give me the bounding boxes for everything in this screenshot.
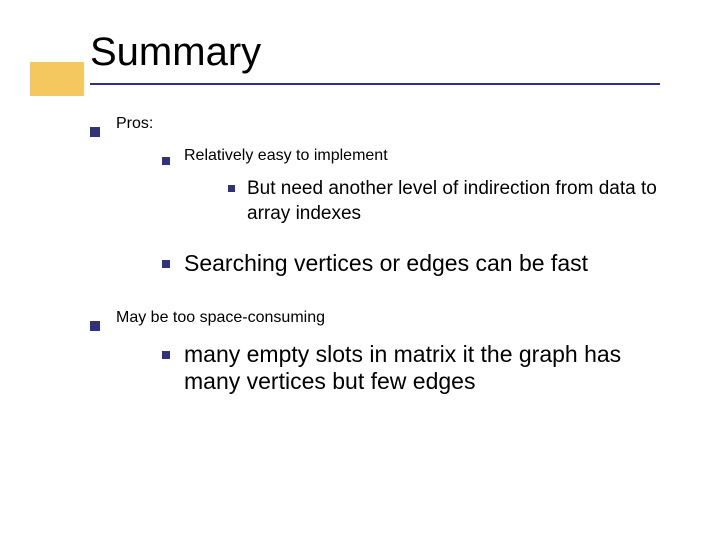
item-text: Pros: — [116, 115, 153, 132]
bullet-list-lvl1: Pros: Relatively easy to implement But n… — [90, 115, 660, 409]
item-text: May be too space-consuming — [116, 309, 325, 326]
square-bullet-icon — [228, 185, 235, 192]
accent-box — [30, 62, 84, 96]
list-item: May be too space-consuming many empty sl… — [90, 309, 660, 409]
list-item: many empty slots in matrix it the graph … — [162, 341, 660, 395]
item-text: many empty slots in matrix it the graph … — [184, 341, 660, 395]
bullet-list-lvl3: But need another level of indirection fr… — [228, 177, 660, 226]
square-bullet-icon — [90, 127, 100, 137]
content: Pros: Relatively easy to implement But n… — [90, 115, 660, 409]
square-bullet-icon — [90, 321, 100, 331]
list-item: But need another level of indirection fr… — [228, 177, 660, 226]
item-text: Searching vertices or edges can be fast — [184, 250, 588, 277]
title-underline — [90, 83, 660, 85]
square-bullet-icon — [162, 157, 170, 165]
list-item: Searching vertices or edges can be fast — [162, 250, 660, 277]
square-bullet-icon — [162, 260, 170, 268]
square-bullet-icon — [162, 351, 170, 359]
bullet-list-lvl2: many empty slots in matrix it the graph … — [162, 341, 660, 395]
item-text: Relatively easy to implement — [184, 147, 388, 164]
list-item: Pros: Relatively easy to implement But n… — [90, 115, 660, 291]
item-text: But need another level of indirection fr… — [247, 177, 660, 226]
slide: Summary Pros: Relatively easy to impleme… — [0, 0, 720, 540]
slide-title: Summary — [90, 30, 660, 75]
bullet-list-lvl2: Relatively easy to implement But need an… — [162, 147, 660, 277]
list-item: Relatively easy to implement But need an… — [162, 147, 660, 236]
